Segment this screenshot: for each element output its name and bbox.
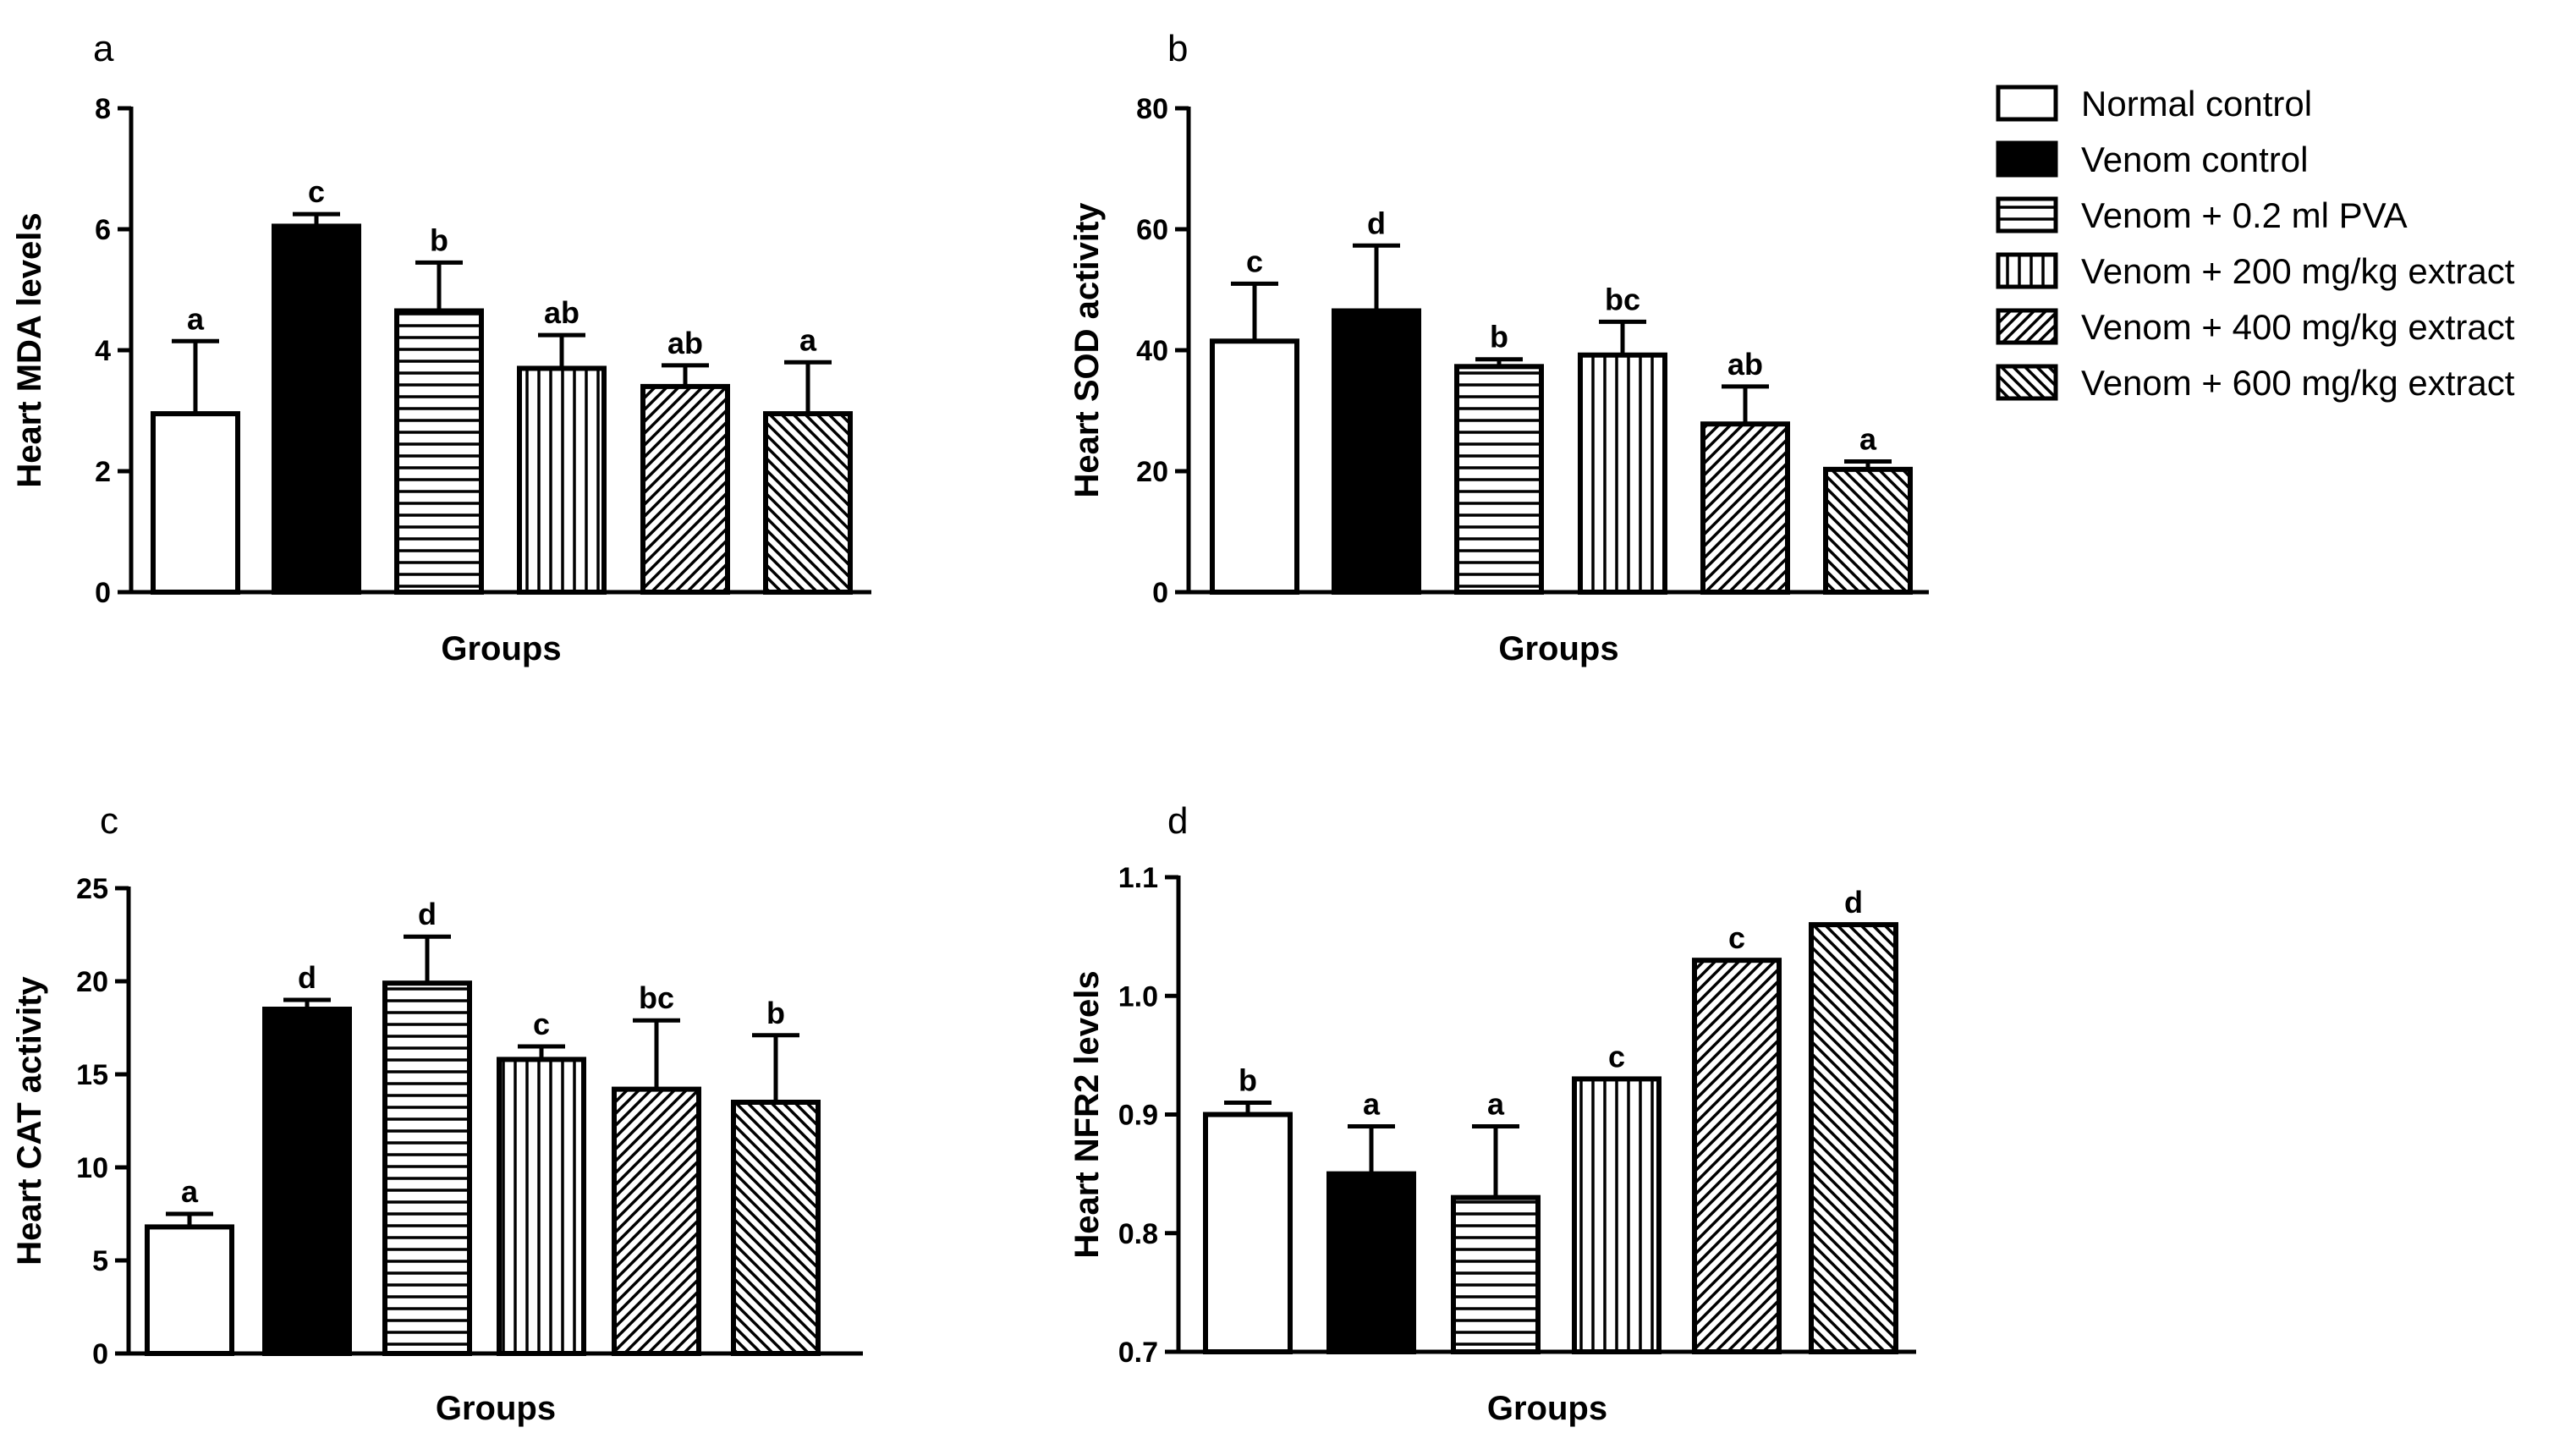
significance-label: a — [1859, 422, 1877, 457]
bar — [497, 1057, 586, 1357]
significance-label: a — [181, 1174, 199, 1209]
significance-label: a — [1363, 1087, 1381, 1122]
significance-label: c — [1608, 1039, 1625, 1073]
significance-label: ab — [544, 295, 579, 330]
significance-label: bc — [639, 980, 674, 1015]
legend-swatch — [1996, 252, 2058, 289]
panel-letter: c — [100, 800, 118, 842]
significance-label: d — [1367, 206, 1386, 240]
bar — [1572, 1076, 1661, 1355]
y-tick-label: 80 — [1136, 93, 1168, 125]
significance-label: ab — [667, 326, 703, 360]
legend-label: Venom control — [2081, 140, 2309, 179]
bar — [1326, 1171, 1416, 1354]
y-tick-label: 15 — [76, 1059, 108, 1091]
bar — [272, 223, 361, 595]
y-tick-label: 0.9 — [1118, 1100, 1158, 1132]
y-tick-label: 6 — [95, 214, 111, 246]
significance-label: a — [1487, 1087, 1505, 1122]
bar — [1809, 922, 1898, 1354]
y-tick-label: 0.8 — [1118, 1218, 1158, 1250]
bar — [1692, 958, 1782, 1355]
panel-letter: d — [1167, 800, 1188, 842]
bar — [763, 411, 853, 596]
y-tick-label: 60 — [1136, 214, 1168, 246]
significance-label: bc — [1605, 282, 1640, 316]
x-axis-title: Groups — [1487, 1390, 1607, 1427]
bar — [640, 383, 730, 595]
y-tick-label: 0 — [92, 1338, 108, 1370]
panel-b: b 0 20 40 60 80 Groups Heart SOD activity c d b bc a… — [1068, 28, 1929, 667]
y-tick-label: 20 — [76, 966, 108, 998]
legend-swatch — [1996, 196, 2058, 233]
y-tick-label: 1.1 — [1118, 862, 1158, 894]
y-tick-label: 1.0 — [1118, 980, 1158, 1013]
significance-label: c — [308, 174, 325, 209]
bar — [1578, 352, 1667, 595]
significance-label: b — [430, 222, 448, 257]
y-tick-label: 40 — [1136, 335, 1168, 367]
legend: Normal control Venom control Venom + 0.2 m… — [1996, 84, 2515, 403]
y-tick-label: 5 — [92, 1245, 108, 1277]
legend-swatch — [1996, 308, 2058, 345]
legend-label: Venom + 200 mg/kg extract — [2081, 251, 2515, 291]
bar — [612, 1086, 701, 1356]
significance-label: c — [533, 1007, 550, 1041]
significance-label: b — [1490, 320, 1508, 354]
bar — [1332, 308, 1421, 595]
panel-d: d 0.7 0.8 0.9 1.0 1.1 Groups Heart NFR2 levels b… — [1068, 800, 1916, 1427]
legend-label: Normal control — [2081, 84, 2312, 124]
y-axis-title: Heart CAT activity — [11, 975, 48, 1265]
y-axis-title: Heart SOD activity — [1068, 202, 1106, 498]
significance-label: a — [187, 301, 205, 336]
legend-swatch — [1996, 140, 2058, 178]
panel-c: c 0 5 10 15 20 25 Groups Heart CAT activity a d d c b… — [11, 800, 863, 1427]
panel-a: a 0 2 4 6 8 Groups Heart MDA levels a c b ab ab a — [11, 28, 871, 667]
bar — [262, 1007, 352, 1356]
significance-label: b — [766, 996, 785, 1030]
y-tick-label: 8 — [95, 93, 111, 125]
bar — [151, 411, 240, 596]
legend-swatch — [1996, 364, 2058, 401]
legend-label: Venom + 0.2 ml PVA — [2081, 195, 2408, 235]
bar — [394, 308, 484, 595]
x-axis-title: Groups — [436, 1390, 556, 1427]
significance-label: b — [1239, 1062, 1257, 1097]
significance-label: ab — [1727, 347, 1763, 382]
bar — [145, 1224, 234, 1357]
legend-label: Venom + 600 mg/kg extract — [2081, 363, 2515, 403]
y-tick-label: 25 — [76, 873, 108, 905]
bar — [1454, 364, 1544, 595]
bar — [731, 1100, 821, 1356]
bar — [517, 365, 607, 595]
significance-label: a — [799, 322, 817, 357]
significance-label: d — [298, 960, 316, 995]
significance-label: d — [1844, 885, 1863, 920]
legend-label: Venom + 400 mg/kg extract — [2081, 307, 2515, 347]
y-tick-label: 2 — [95, 456, 111, 488]
panel-letter: b — [1167, 28, 1188, 69]
bar — [1451, 1194, 1541, 1355]
y-tick-label: 0 — [1152, 577, 1168, 609]
y-tick-label: 0 — [95, 577, 111, 609]
panel-letter: a — [93, 28, 114, 69]
x-axis-title: Groups — [441, 630, 561, 667]
y-tick-label: 20 — [1136, 456, 1168, 488]
legend-swatch — [1996, 85, 2058, 122]
significance-label: c — [1728, 920, 1745, 955]
bar — [1203, 1112, 1293, 1354]
y-tick-label: 0.7 — [1118, 1337, 1158, 1369]
significance-label: d — [418, 897, 437, 931]
bar — [1823, 466, 1913, 595]
y-tick-label: 4 — [95, 335, 111, 367]
bar — [382, 980, 472, 1356]
y-axis-title: Heart MDA levels — [11, 212, 48, 487]
y-axis-title: Heart NFR2 levels — [1068, 970, 1106, 1258]
bar — [1700, 421, 1790, 596]
bar — [1210, 338, 1299, 595]
y-tick-label: 10 — [76, 1152, 108, 1184]
significance-label: c — [1246, 244, 1263, 278]
x-axis-title: Groups — [1498, 630, 1618, 667]
